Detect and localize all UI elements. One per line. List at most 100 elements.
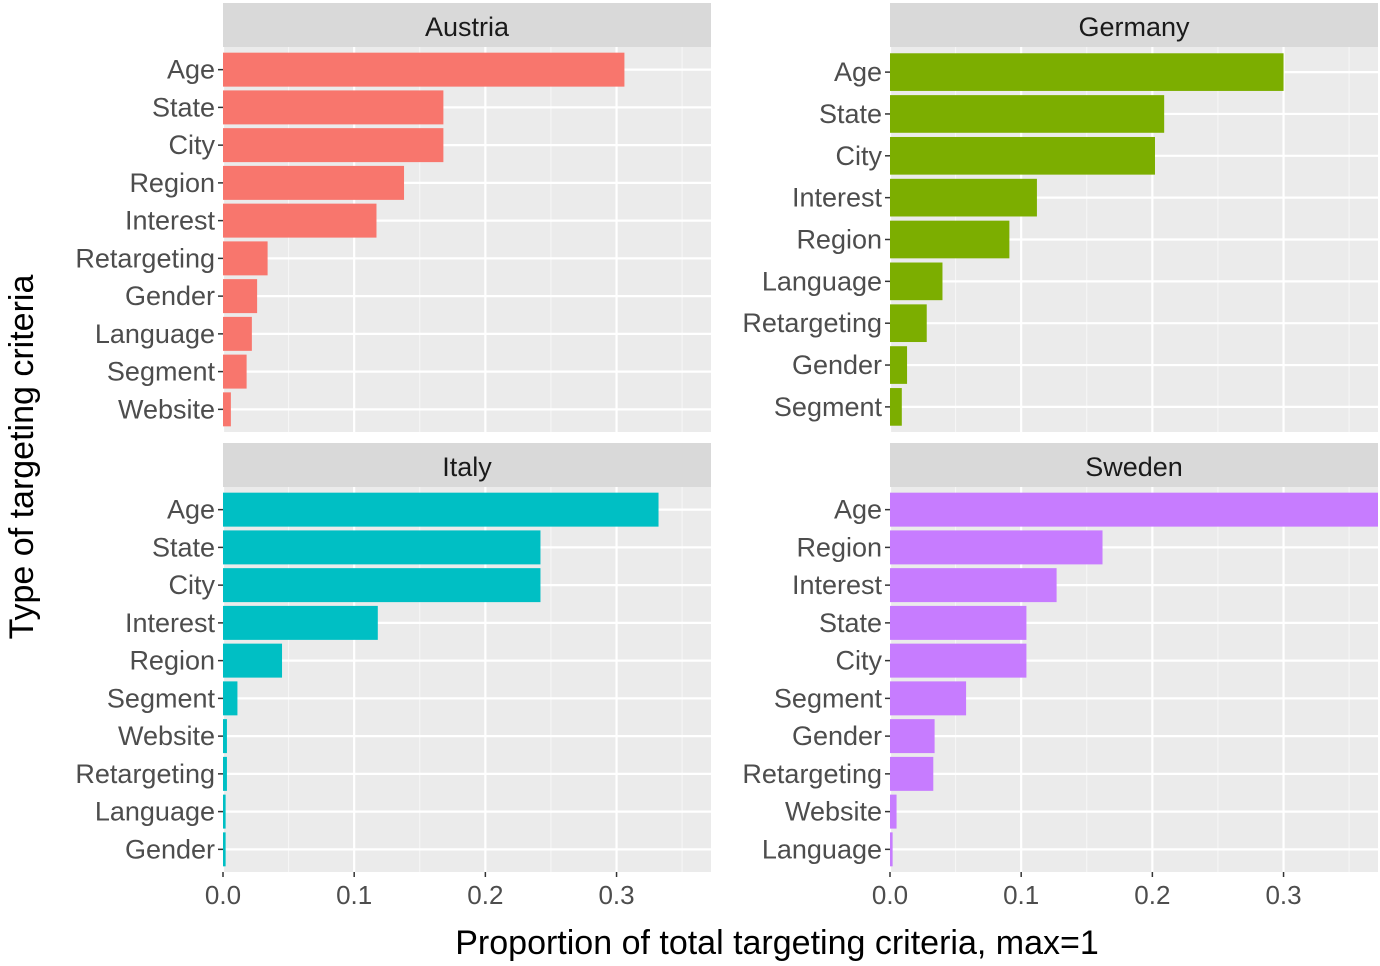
bar-age	[890, 53, 1284, 91]
bar-state	[890, 95, 1165, 133]
category-label: City	[169, 570, 216, 600]
bar-language	[890, 262, 943, 301]
bar-interest	[223, 605, 378, 640]
bar-city	[890, 643, 1027, 678]
category-label: Language	[95, 797, 215, 827]
bar-region	[223, 643, 283, 678]
panel-strip	[223, 443, 711, 487]
category-label: City	[836, 141, 883, 171]
category-label: Website	[118, 394, 215, 424]
x-tick-label: 0.3	[1265, 880, 1301, 910]
category-label: Language	[762, 834, 882, 864]
bar-age	[890, 492, 1378, 527]
panel-italy: Italy Age State City Interest Region Segment We…	[75, 443, 711, 910]
bar-segment	[223, 681, 238, 716]
bar-website	[223, 392, 231, 427]
y-axis-title: Type of targeting criteria	[3, 275, 41, 640]
panel-sweden: Sweden Age Region Interest State City Segment G…	[742, 443, 1378, 910]
x-tick-label: 0.2	[1134, 880, 1170, 910]
x-tick-label: 0.0	[205, 880, 241, 910]
bar-retargeting	[223, 241, 268, 276]
bar-interest	[890, 568, 1057, 603]
category-label: Segment	[774, 392, 883, 422]
category-label: Segment	[107, 357, 216, 387]
category-label: Age	[167, 55, 215, 85]
bar-state	[890, 605, 1027, 640]
category-label: Gender	[125, 834, 215, 864]
bar-gender	[223, 832, 226, 867]
bar-state	[223, 90, 444, 125]
bar-language	[223, 316, 252, 351]
panel-title: Germany	[1078, 12, 1190, 42]
bar-city	[890, 136, 1155, 175]
category-label: State	[819, 99, 882, 129]
x-tick-label: 0.3	[598, 880, 634, 910]
bar-region	[890, 530, 1103, 565]
category-label: Gender	[125, 281, 215, 311]
bar-state	[223, 530, 541, 565]
bar-segment	[890, 388, 902, 426]
category-label: Region	[796, 225, 882, 255]
category-label: State	[152, 532, 215, 562]
bar-website	[890, 794, 897, 829]
category-label: Retargeting	[742, 759, 882, 789]
category-label: Age	[167, 495, 215, 525]
category-label: Gender	[792, 721, 882, 751]
bar-retargeting	[890, 304, 927, 343]
category-label: Retargeting	[75, 759, 215, 789]
x-tick-label: 0.0	[872, 880, 908, 910]
bar-gender	[890, 346, 908, 384]
bar-language	[223, 794, 226, 829]
panel-title: Sweden	[1085, 452, 1183, 482]
bar-language	[890, 832, 893, 867]
category-label: Age	[834, 57, 882, 87]
bar-region	[223, 165, 405, 200]
bar-segment	[890, 681, 967, 716]
category-label: Region	[129, 646, 215, 676]
x-axis-title: Proportion of total targeting criteria, …	[455, 924, 1099, 962]
category-label: Interest	[792, 183, 883, 213]
category-label: Retargeting	[742, 308, 882, 338]
bar-gender	[890, 719, 935, 754]
panels-layer: Austria Age State City Region Interest Retarge…	[75, 3, 1378, 910]
category-label: Age	[834, 495, 882, 525]
category-label: Gender	[792, 350, 882, 380]
panel-germany: Germany Age State City Interest Region Languag…	[742, 3, 1378, 432]
category-label: State	[819, 608, 882, 638]
category-label: Region	[796, 532, 882, 562]
category-label: Website	[118, 721, 215, 751]
category-label: Segment	[107, 683, 216, 713]
category-label: City	[836, 646, 883, 676]
category-label: Website	[785, 797, 882, 827]
bar-interest	[223, 203, 377, 238]
category-label: Interest	[125, 206, 216, 236]
category-label: Retargeting	[75, 243, 215, 273]
bar-retargeting	[890, 756, 934, 791]
category-label: Language	[762, 266, 882, 296]
category-label: Interest	[125, 608, 216, 638]
x-tick-label: 0.2	[467, 880, 503, 910]
category-label: Region	[129, 168, 215, 198]
x-tick-label: 0.1	[336, 880, 372, 910]
bar-retargeting	[223, 756, 227, 791]
category-label: City	[169, 130, 216, 160]
panel-title: Austria	[425, 12, 510, 42]
category-label: State	[152, 92, 215, 122]
bar-website	[223, 719, 227, 754]
bar-city	[223, 568, 541, 603]
category-label: Language	[95, 319, 215, 349]
category-label: Interest	[792, 570, 883, 600]
bar-segment	[223, 354, 247, 389]
category-label: Segment	[774, 683, 883, 713]
bar-age	[223, 52, 625, 87]
panel-title: Italy	[442, 452, 492, 482]
panel-strip	[890, 3, 1378, 47]
bar-interest	[890, 178, 1037, 217]
panel-strip	[223, 3, 711, 47]
x-tick-label: 0.1	[1003, 880, 1039, 910]
bar-city	[223, 128, 444, 163]
bar-region	[890, 220, 1010, 259]
bar-gender	[223, 279, 258, 314]
panel-austria: Austria Age State City Region Interest Retarge…	[75, 3, 711, 432]
